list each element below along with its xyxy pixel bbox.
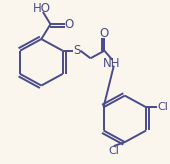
Text: Cl: Cl	[157, 102, 168, 112]
Text: S: S	[73, 44, 80, 57]
Text: O: O	[65, 18, 74, 31]
Text: O: O	[100, 27, 109, 40]
Text: NH: NH	[103, 57, 121, 70]
Text: Cl: Cl	[108, 146, 119, 156]
Text: HO: HO	[33, 2, 51, 15]
